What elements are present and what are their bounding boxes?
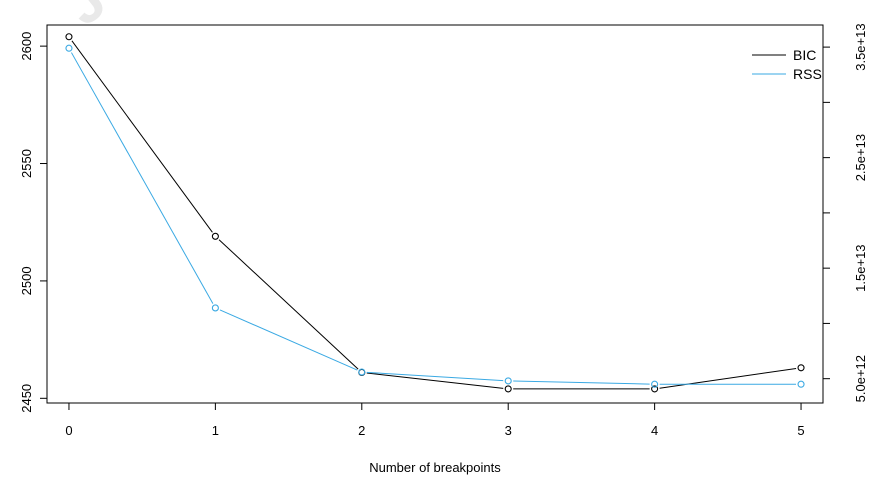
data-point [651,380,659,388]
data-point [797,380,805,388]
series-layer [65,33,805,393]
legend: BIC RSS [752,47,822,82]
legend-item-rss: RSS [752,66,822,82]
y-left-tick-label: 2500 [19,266,34,295]
x-tick-label: 4 [651,423,658,438]
data-point [211,304,219,312]
series-line-segment [71,40,213,233]
legend-item-bic: BIC [752,47,816,63]
data-point [651,385,659,393]
y-right-tick-label: 1.5e+13 [853,244,868,291]
x-axis-title: Number of breakpoints [369,460,501,475]
series-line-segment [70,52,214,304]
series-line-segment [219,309,358,371]
series-bic [65,33,805,393]
data-point [504,377,512,385]
y-right-tick-label: 5.0e+12 [853,355,868,402]
series-line-segment [366,371,504,382]
x-tick-label: 2 [358,423,365,438]
data-point [211,232,219,240]
legend-label: RSS [793,66,822,82]
y-right-tick-label: 2.5e+13 [853,134,868,181]
series-line-segment [659,368,797,389]
y-axis-right: 5.0e+12 1.5e+13 2.5e+13 3.5e+13 [823,23,868,402]
plot-frame [46,24,824,404]
data-point [797,364,805,372]
x-tick-label: 5 [797,423,804,438]
y-left-tick-label: 2550 [19,149,34,178]
y-left-tick-label: 2450 [19,384,34,413]
data-point [65,44,73,52]
x-axis: 0 1 2 3 4 5 [65,403,805,438]
y-left-tick-label: 2600 [19,32,34,61]
x-tick-label: 3 [505,423,512,438]
series-rss [65,44,805,388]
y-axis-left: 2450 2500 2550 2600 [19,32,47,413]
data-point [65,33,73,41]
plot-box [46,24,824,404]
series-line-segment [513,380,650,385]
data-point [358,368,366,376]
y-right-tick-label: 3.5e+13 [853,23,868,70]
x-tick-label: 0 [65,423,72,438]
series-line-segment [366,372,504,389]
x-tick-label: 1 [212,423,219,438]
series-line-segment [218,239,359,370]
data-point [504,385,512,393]
legend-label: BIC [793,47,816,63]
